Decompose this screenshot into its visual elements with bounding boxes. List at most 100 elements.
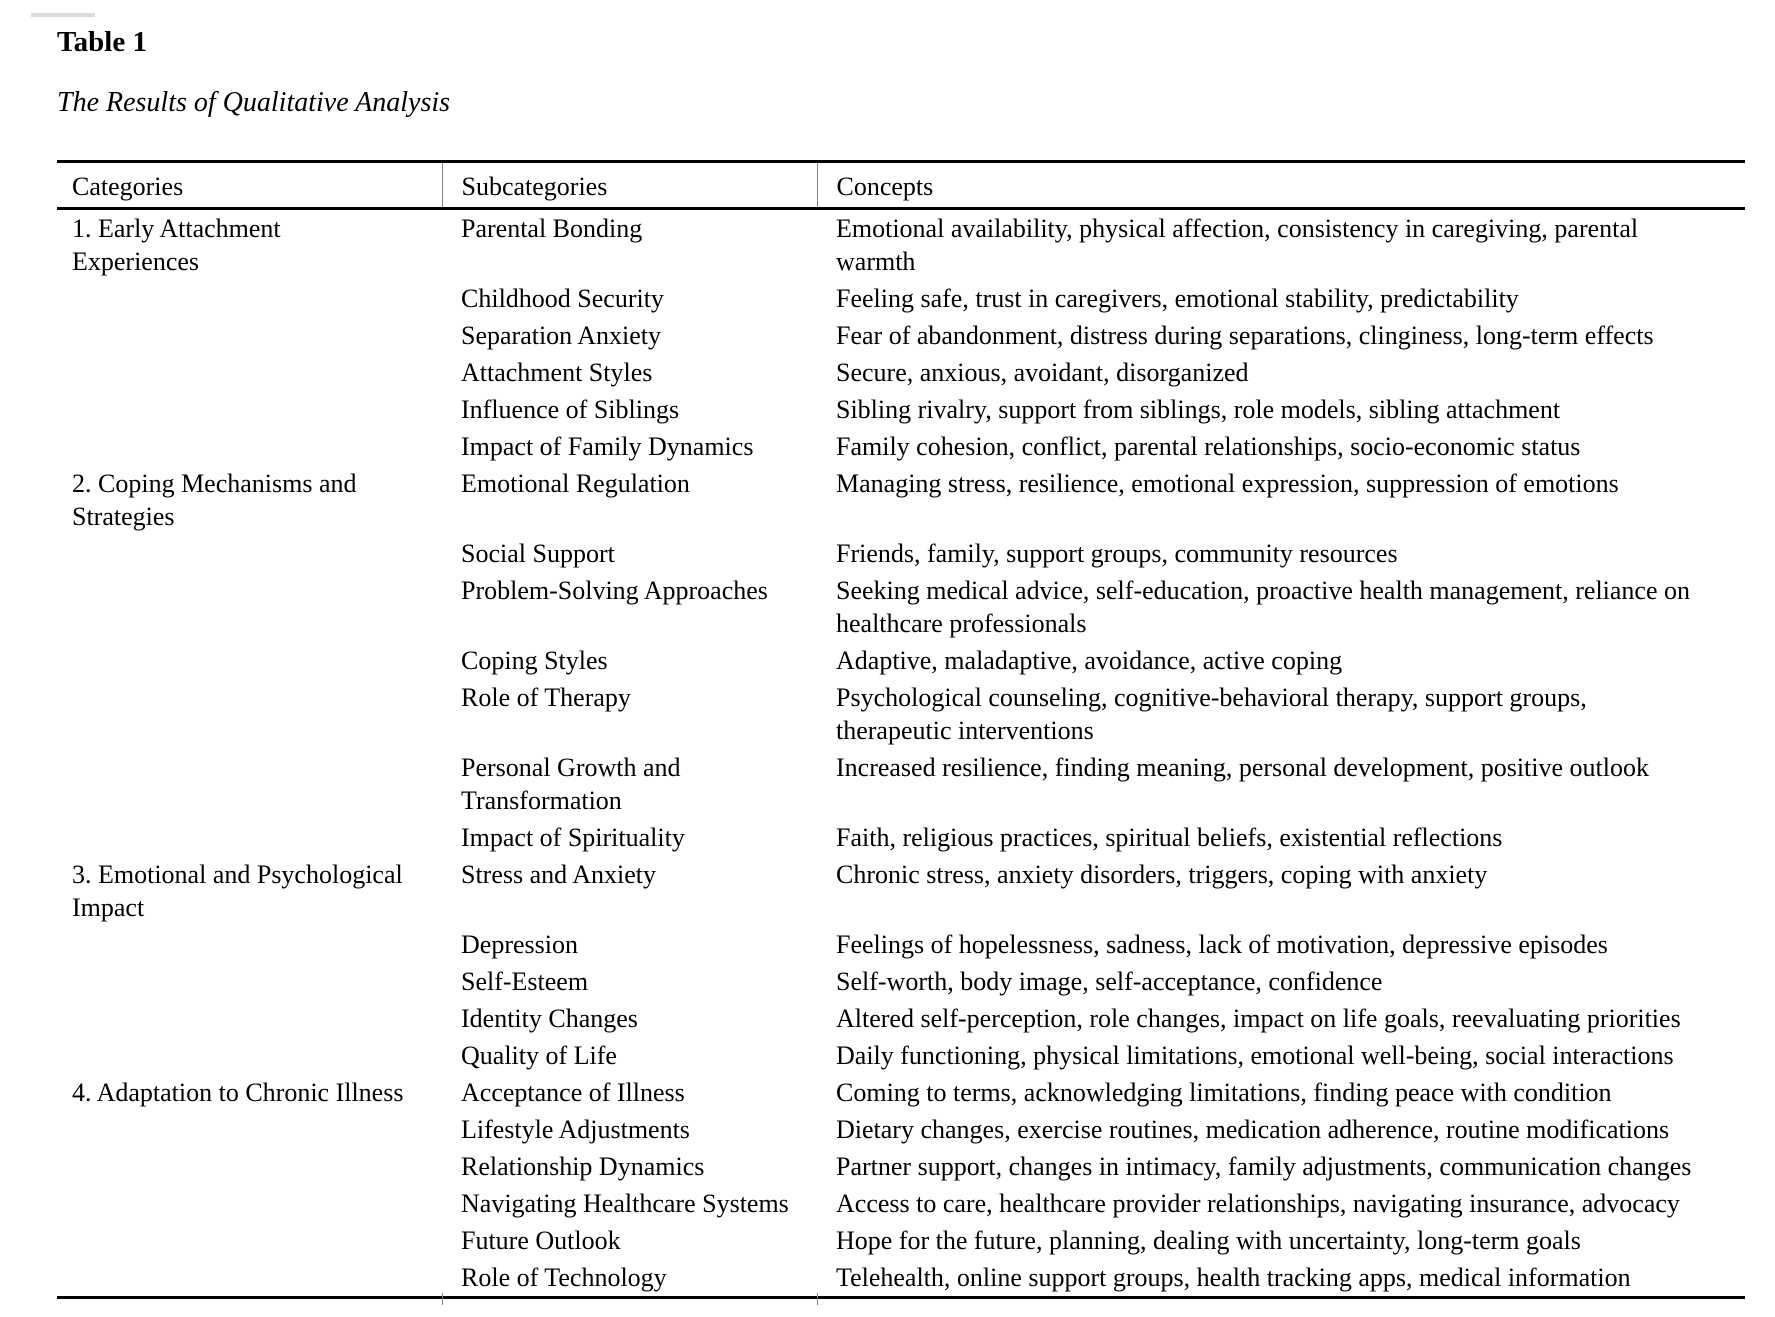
table-row: Lifestyle Adjustments Dietary changes, e… [57,1111,1745,1148]
category-cell [57,1259,442,1299]
table-row: Separation Anxiety Fear of abandonment, … [57,317,1745,354]
category-cell: 2. Coping Mechanisms and Strategies [72,469,357,531]
table-row: 3. Emotional and Psychological Impact St… [57,856,1745,926]
category-cell [57,535,442,572]
category-cell [57,428,442,465]
subcategory-cell: Relationship Dynamics [461,1152,705,1181]
subcategory-cell: Quality of Life [461,1041,617,1070]
category-cell [57,1185,442,1222]
category-cell [57,749,442,819]
concepts-cell: Self-worth, body image, self-acceptance,… [836,967,1383,996]
category-cell: 3. Emotional and Psychological Impact [72,860,403,922]
subcategory-cell: Future Outlook [461,1226,621,1255]
table-row: Influence of Siblings Sibling rivalry, s… [57,391,1745,428]
concepts-cell: Chronic stress, anxiety disorders, trigg… [836,860,1488,889]
subcategory-cell: Identity Changes [461,1004,638,1033]
concepts-cell: Feeling safe, trust in caregivers, emoti… [836,284,1519,313]
category-cell [57,1037,442,1074]
concepts-cell: Faith, religious practices, spiritual be… [836,823,1503,852]
category-cell [57,1148,442,1185]
subcategory-cell: Acceptance of Illness [461,1078,685,1107]
table-row: Relationship Dynamics Partner support, c… [57,1148,1745,1185]
table-row: Quality of Life Daily functioning, physi… [57,1037,1745,1074]
concepts-cell: Hope for the future, planning, dealing w… [836,1226,1581,1255]
concepts-cell: Increased resilience, finding meaning, p… [836,753,1649,782]
table-row: Coping Styles Adaptive, maladaptive, avo… [57,642,1745,679]
category-cell [57,1111,442,1148]
bottom-rule-tick-right [817,1293,818,1305]
table-row: Personal Growth and Transformation Incre… [57,749,1745,819]
category-cell [57,642,442,679]
subcategory-cell: Coping Styles [461,646,608,675]
category-cell [57,391,442,428]
table-row: Depression Feelings of hopelessness, sad… [57,926,1745,963]
table-row: 4. Adaptation to Chronic Illness Accepta… [57,1074,1745,1111]
category-cell: 1. Early Attachment Experiences [72,214,281,276]
concepts-cell: Dietary changes, exercise routines, medi… [836,1115,1670,1144]
concepts-cell: Fear of abandonment, distress during sep… [836,321,1654,350]
qualitative-analysis-table: Categories Subcategories Concepts 1. Ear… [57,160,1745,1299]
table-row: Problem-Solving Approaches Seeking medic… [57,572,1745,642]
category-cell [57,1222,442,1259]
category-cell [57,317,442,354]
concepts-cell: Adaptive, maladaptive, avoidance, active… [836,646,1343,675]
table-row: Attachment Styles Secure, anxious, avoid… [57,354,1745,391]
subcategory-cell: Personal Growth and Transformation [461,753,681,815]
concepts-cell: Family cohesion, conflict, parental rela… [836,432,1581,461]
subcategory-cell: Navigating Healthcare Systems [461,1189,789,1218]
table-body: 1. Early Attachment Experiences Parental… [57,209,1745,1299]
concepts-cell: Telehealth, online support groups, healt… [817,1259,1745,1299]
concepts-cell: Feelings of hopelessness, sadness, lack … [836,930,1608,959]
subcategory-cell: Lifestyle Adjustments [461,1115,690,1144]
concepts-cell: Daily functioning, physical limitations,… [836,1041,1674,1070]
concepts-cell: Access to care, healthcare provider rela… [836,1189,1680,1218]
category-cell [57,819,442,856]
subcategory-cell: Self-Esteem [461,967,589,996]
table-row: Identity Changes Altered self-perception… [57,1000,1745,1037]
table-row: Future Outlook Hope for the future, plan… [57,1222,1745,1259]
table-title: The Results of Qualitative Analysis [57,87,451,118]
subcategory-cell: Attachment Styles [461,358,653,387]
table-row: Self-Esteem Self-worth, body image, self… [57,963,1745,1000]
subcategory-cell: Separation Anxiety [461,321,662,350]
category-cell [57,354,442,391]
subcategory-cell: Impact of Spirituality [461,823,685,852]
subcategory-cell: Childhood Security [461,284,664,313]
subcategory-cell: Role of Therapy [461,683,631,712]
concepts-cell: Friends, family, support groups, communi… [836,539,1398,568]
table-row: Impact of Family Dynamics Family cohesio… [57,428,1745,465]
category-cell [57,572,442,642]
table-row: 1. Early Attachment Experiences Parental… [57,209,1745,281]
subcategory-cell: Role of Technology [442,1259,817,1299]
column-header-subcategories: Subcategories [441,160,817,210]
subcategory-cell: Impact of Family Dynamics [461,432,754,461]
concepts-cell: Coming to terms, acknowledging limitatio… [836,1078,1612,1107]
concepts-cell: Altered self-perception, role changes, i… [836,1004,1681,1033]
subcategory-cell: Influence of Siblings [461,395,680,424]
subcategory-cell: Stress and Anxiety [461,860,656,889]
concepts-cell: Managing stress, resilience, emotional e… [836,469,1619,498]
table-label: Table 1 [57,26,147,58]
subcategory-cell: Social Support [461,539,615,568]
table-row: Social Support Friends, family, support … [57,535,1745,572]
concepts-cell: Psychological counseling, cognitive-beha… [836,683,1587,745]
subcategory-cell: Problem-Solving Approaches [461,576,768,605]
table-row: Childhood Security Feeling safe, trust i… [57,280,1745,317]
subcategory-cell: Emotional Regulation [461,469,690,498]
subcategory-cell: Depression [461,930,578,959]
table-row: Impact of Spirituality Faith, religious … [57,819,1745,856]
subcategory-cell: Parental Bonding [461,214,643,243]
header-row: Categories Subcategories Concepts [57,160,1745,210]
table-row: Role of Technology Telehealth, online su… [57,1259,1745,1299]
concepts-cell: Secure, anxious, avoidant, disorganized [836,358,1249,387]
concepts-cell: Seeking medical advice, self-education, … [836,576,1691,638]
concepts-cell: Emotional availability, physical affecti… [836,214,1639,276]
concepts-cell: Partner support, changes in intimacy, fa… [836,1152,1692,1181]
category-cell [57,963,442,1000]
table-row: 2. Coping Mechanisms and Strategies Emot… [57,465,1745,535]
category-cell [57,280,442,317]
category-cell: 4. Adaptation to Chronic Illness [72,1078,404,1107]
table-row: Role of Therapy Psychological counseling… [57,679,1745,749]
qualitative-analysis-table-wrap: Categories Subcategories Concepts 1. Ear… [57,160,1745,1305]
concepts-cell: Sibling rivalry, support from siblings, … [836,395,1561,424]
